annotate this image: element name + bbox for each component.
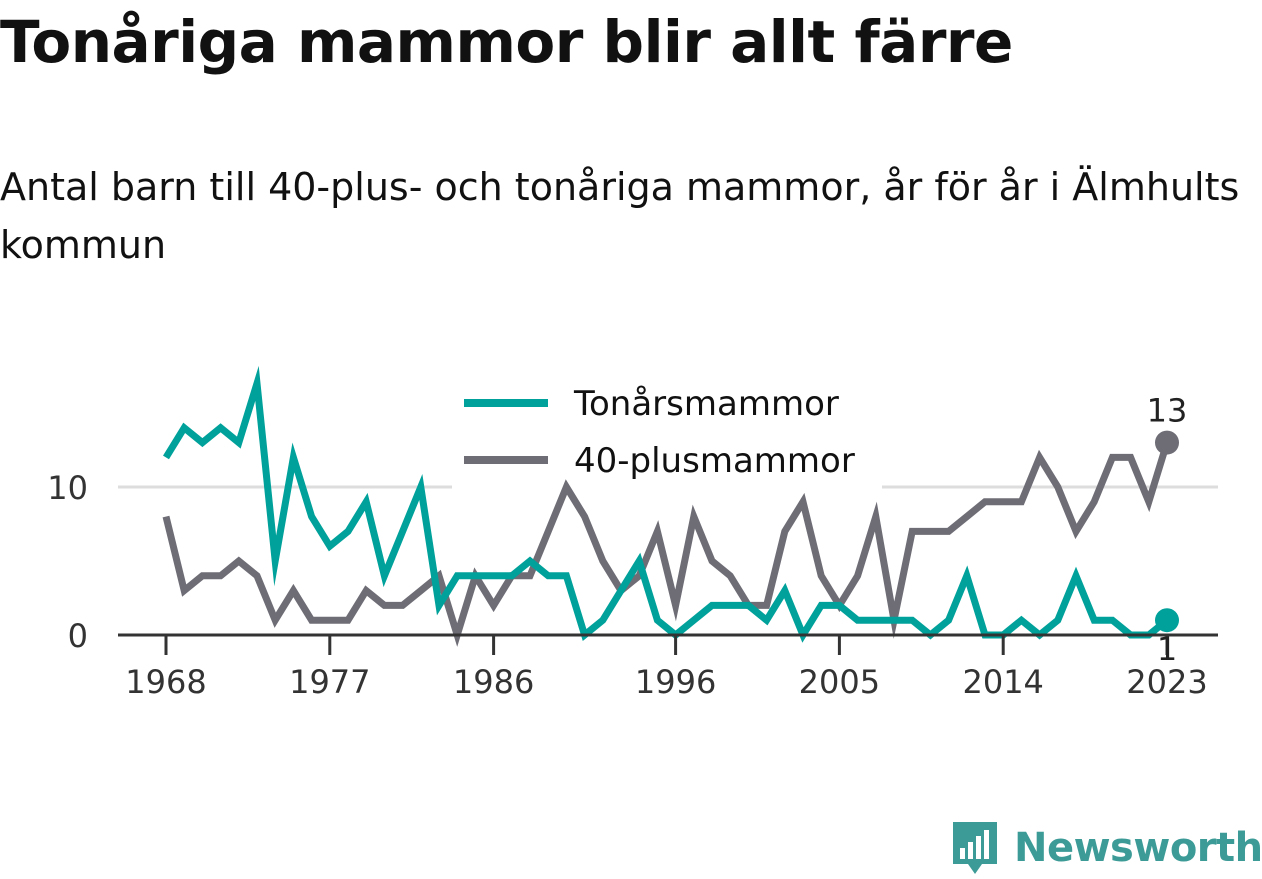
x-tick-label-2014: 2014 <box>962 663 1043 701</box>
series-line-fortyplus <box>162 441 1171 647</box>
legend-label-tonarsmammor: Tonårsmammor <box>573 384 839 424</box>
y-tick-label-10: 10 <box>47 469 88 507</box>
legend: Tonårsmammor 40-plusmammor <box>464 384 855 481</box>
page-subtitle: Antal barn till 40-plus- och tonåriga ma… <box>0 165 1240 267</box>
page-title: Tonåriga mammor blir allt färre <box>0 8 1013 76</box>
end-marker-tonarsmammor <box>1155 608 1179 633</box>
x-tick-label-1977: 1977 <box>289 663 370 701</box>
y-tick-label-0: 0 <box>68 617 88 655</box>
x-tick-label-1986: 1986 <box>453 663 534 701</box>
newsworthy-brand: Newsworthy <box>950 818 1262 878</box>
legend-label-fortyplus: 40-plusmammor <box>574 441 855 481</box>
end-label-tonarsmammor: 1 <box>1157 630 1177 668</box>
x-axis: 1968 1977 1986 1996 2005 2014 2023 <box>118 633 1218 701</box>
x-tick-label-2023: 2023 <box>1126 663 1207 701</box>
brand-name: Newsworthy <box>1014 825 1262 871</box>
end-markers: 1 13 <box>1147 392 1188 669</box>
x-tick-label-2005: 2005 <box>799 663 880 701</box>
end-marker-fortyplus <box>1155 430 1179 455</box>
y-axis-labels: 0 10 <box>47 469 88 655</box>
newsworthy-logo-icon <box>953 822 997 874</box>
end-label-fortyplus: 13 <box>1147 392 1188 430</box>
x-tick-label-1968: 1968 <box>125 663 206 701</box>
x-tick-label-1996: 1996 <box>635 663 716 701</box>
